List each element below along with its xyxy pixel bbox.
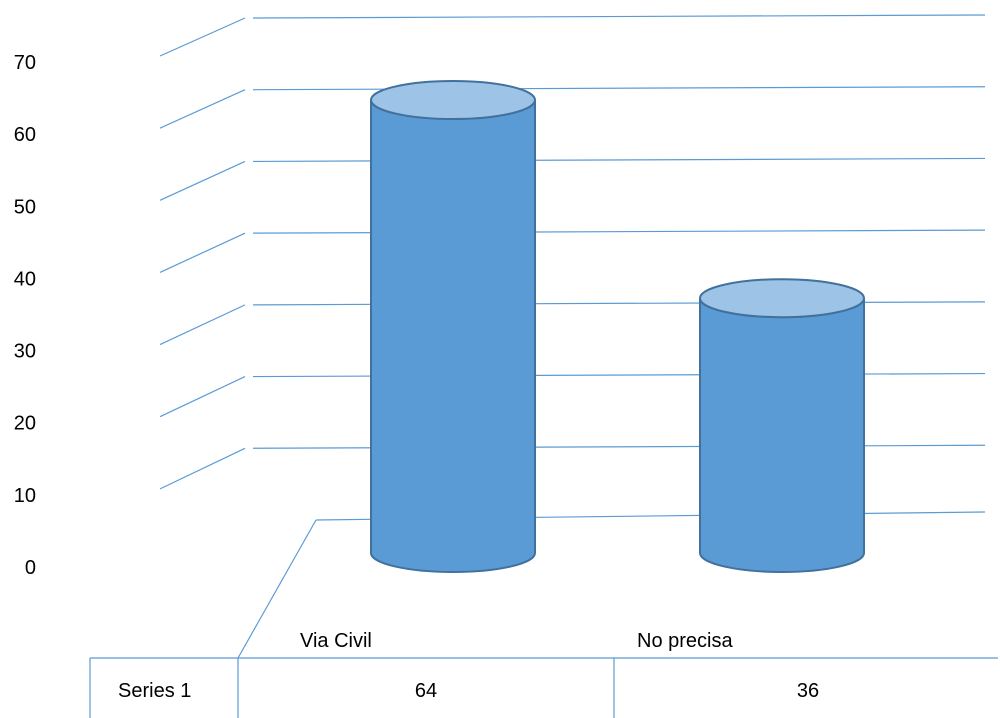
y-tick-label: 30: [14, 341, 36, 363]
gridline-back: [252, 157, 986, 163]
gridline-side: [159, 232, 246, 273]
category-labels: Via Civil No precisa: [300, 630, 733, 652]
gridline-side: [159, 160, 246, 201]
bar-top: [699, 278, 865, 319]
gridline-back: [252, 14, 986, 19]
gridline-side: [159, 447, 246, 490]
gridline-side: [159, 376, 246, 418]
bars: [370, 80, 865, 573]
floor-left-edge: [237, 519, 317, 659]
y-tick-label: 60: [14, 124, 36, 146]
category-label: No precisa: [637, 630, 733, 652]
gridline-back: [252, 444, 986, 449]
bar: [370, 80, 536, 573]
gridline-back: [252, 372, 986, 378]
gridline-back: [252, 301, 986, 306]
table-value: 64: [415, 680, 437, 702]
bar: [699, 278, 865, 573]
gridline-side: [159, 304, 246, 346]
y-tick-label: 0: [25, 557, 36, 579]
data-table: Series 1 64 36: [89, 657, 998, 718]
table-series-name: Series 1: [118, 680, 191, 702]
y-tick-label: 40: [14, 268, 36, 290]
gridline-back: [252, 86, 986, 91]
category-label: Via Civil: [300, 630, 372, 652]
gridline-back: [252, 229, 986, 234]
y-tick-label: 20: [14, 413, 36, 435]
bar-body: [699, 298, 865, 573]
y-axis-ticks: 0 10 20 30 40 50 60 70: [14, 52, 36, 579]
y-tick-label: 70: [14, 52, 36, 74]
y-tick-label: 50: [14, 196, 36, 218]
y-tick-label: 10: [14, 485, 36, 507]
bar-top: [370, 80, 536, 120]
gridline-side: [159, 89, 246, 129]
table-value: 36: [797, 680, 819, 702]
bar-body: [370, 99, 536, 573]
gridline-side: [159, 17, 246, 57]
